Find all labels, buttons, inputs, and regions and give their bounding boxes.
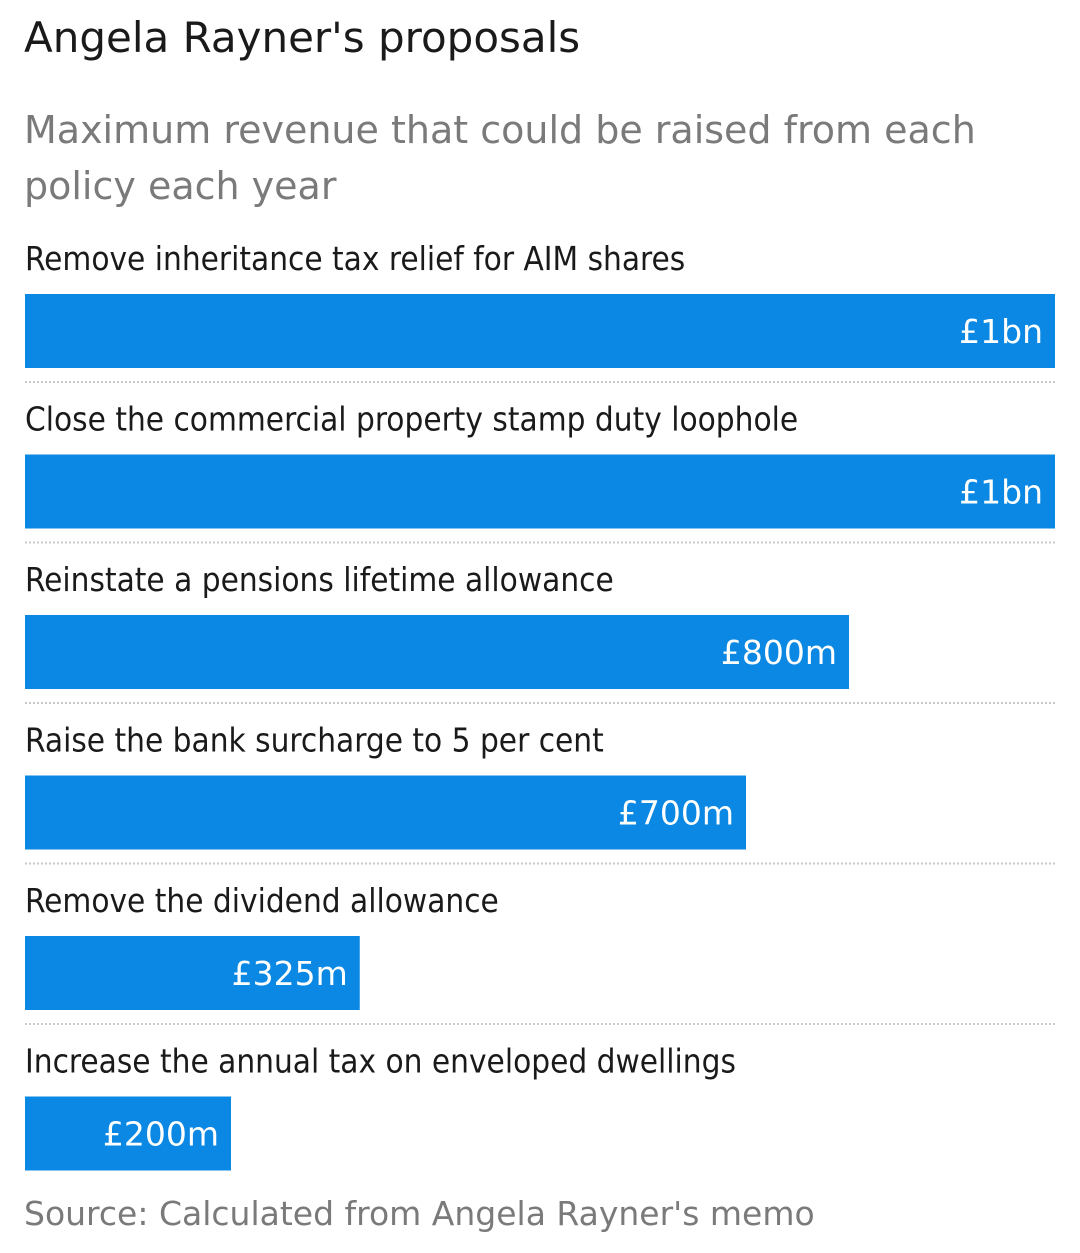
category-label: Remove inheritance tax relief for AIM sh… bbox=[25, 239, 685, 278]
bar-value-label: £200m bbox=[103, 1115, 219, 1154]
bar-value-label: £325m bbox=[232, 954, 348, 993]
category-label: Increase the annual tax on enveloped dwe… bbox=[25, 1042, 736, 1081]
category-label: Reinstate a pensions lifetime allowance bbox=[25, 560, 614, 599]
bar bbox=[25, 615, 849, 689]
category-label: Close the commercial property stamp duty… bbox=[25, 400, 798, 439]
bar bbox=[25, 1096, 231, 1171]
bar bbox=[25, 775, 746, 850]
bar bbox=[25, 454, 1055, 529]
chart-title: Angela Rayner's proposals bbox=[24, 13, 581, 62]
bar bbox=[25, 294, 1055, 368]
bar-value-label: £800m bbox=[721, 633, 837, 672]
bar-value-label: £700m bbox=[618, 794, 734, 833]
category-label: Remove the dividend allowance bbox=[25, 881, 499, 920]
bar bbox=[25, 936, 360, 1010]
category-label: Raise the bank surcharge to 5 per cent bbox=[25, 721, 604, 760]
bar-value-label: £1bn bbox=[959, 473, 1043, 512]
chart-subtitle: Maximum revenue that could be raised fro… bbox=[24, 108, 976, 208]
source-note: Source: Calculated from Angela Rayner's … bbox=[24, 1194, 815, 1233]
bar-value-label: £1bn bbox=[959, 312, 1043, 351]
